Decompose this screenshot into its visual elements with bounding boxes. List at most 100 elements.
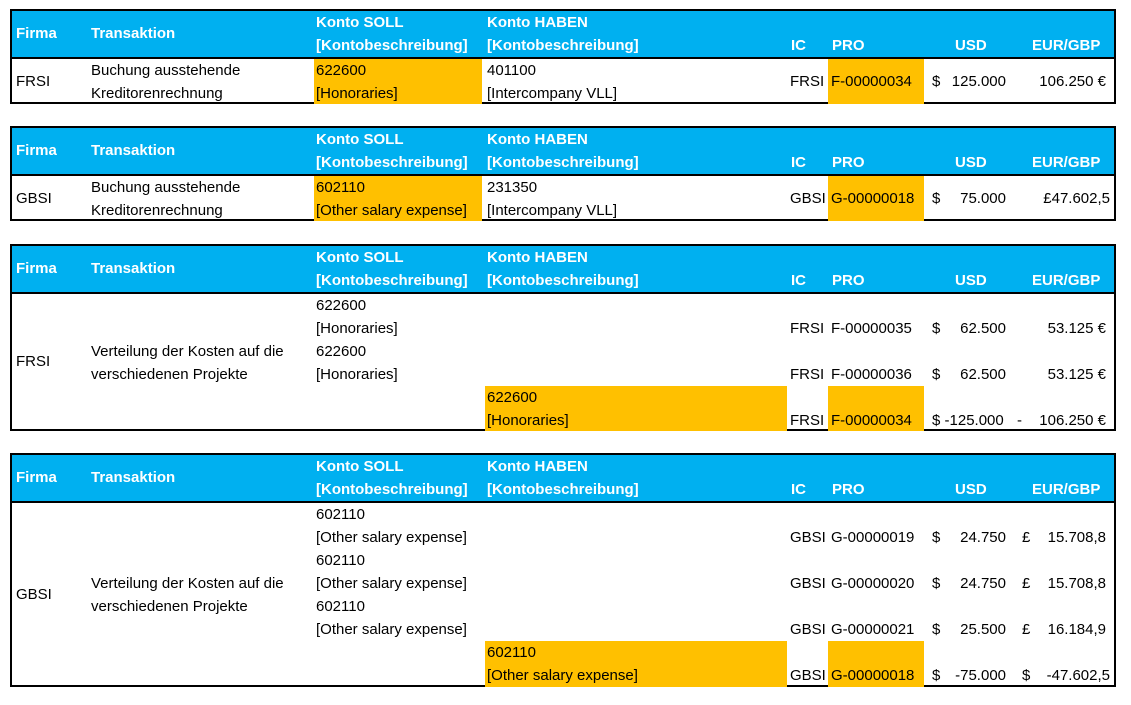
haben-description: [Honoraries] bbox=[487, 412, 569, 429]
usd-amount: -75.000 bbox=[955, 667, 1006, 684]
pro-cell: F-00000034 bbox=[831, 412, 912, 429]
usd-symbol: $ bbox=[932, 529, 941, 546]
ic-cell: GBSI bbox=[790, 667, 826, 684]
col-soll-desc: [Kontobeschreibung] bbox=[316, 481, 468, 498]
haben-account: 622600 bbox=[487, 389, 538, 406]
col-soll-desc: [Kontobeschreibung] bbox=[316, 37, 468, 54]
col-firma: Firma bbox=[16, 25, 57, 42]
col-soll: Konto SOLL bbox=[316, 458, 404, 475]
soll-description: [Honoraries] bbox=[316, 366, 398, 383]
usd-amount: 24.750 bbox=[960, 529, 1006, 546]
haben-highlight bbox=[485, 641, 787, 687]
table-header: Firma Transaktion Konto SOLL [Kontobesch… bbox=[12, 455, 1114, 501]
soll-highlight bbox=[314, 176, 482, 221]
pro-cell: F-00000034 bbox=[831, 73, 912, 90]
col-pro: PRO bbox=[832, 154, 865, 171]
haben-account: 401100 bbox=[487, 62, 536, 79]
soll-description: [Other salary expense] bbox=[316, 529, 467, 546]
usd-symbol: $ bbox=[932, 73, 941, 90]
col-haben: Konto HABEN bbox=[487, 249, 588, 266]
transaction-line1: Verteilung der Kosten auf die bbox=[91, 575, 284, 592]
soll-description: [Other salary expense] bbox=[316, 621, 467, 638]
ic-cell: FRSI bbox=[790, 366, 825, 383]
transaction-line2: Kreditorenrechnung bbox=[91, 85, 223, 102]
col-usd: USD bbox=[955, 154, 987, 171]
table-booking-frsi: Firma Transaktion Konto SOLL [Kontobesch… bbox=[10, 9, 1116, 104]
col-firma: Firma bbox=[16, 469, 57, 486]
usd-amount: $ -125.000 bbox=[932, 412, 1004, 429]
col-soll: Konto SOLL bbox=[316, 14, 404, 31]
haben-description: [Intercompany VLL] bbox=[487, 202, 618, 219]
haben-description: [Other salary expense] bbox=[487, 667, 638, 684]
haben-description: [Intercompany VLL] bbox=[487, 85, 618, 102]
col-firma: Firma bbox=[16, 260, 57, 277]
usd-symbol: $ bbox=[932, 575, 941, 592]
col-haben-desc: [Kontobeschreibung] bbox=[487, 272, 639, 289]
soll-description: [Honoraries] bbox=[316, 85, 398, 102]
ic-cell: GBSI bbox=[790, 529, 826, 546]
col-ic: IC bbox=[791, 481, 806, 498]
transaction-line2: verschiedenen Projekte bbox=[91, 598, 248, 615]
pro-highlight bbox=[828, 59, 924, 104]
col-usd: USD bbox=[955, 37, 987, 54]
col-soll-desc: [Kontobeschreibung] bbox=[316, 154, 468, 171]
col-eur: EUR/GBP bbox=[1032, 481, 1101, 498]
col-eur: EUR/GBP bbox=[1032, 272, 1101, 289]
soll-account: 622600 bbox=[316, 62, 367, 79]
col-ic: IC bbox=[791, 154, 806, 171]
table-distribution-gbsi: Firma Transaktion Konto SOLL [Kontobesch… bbox=[10, 453, 1116, 687]
col-transaktion: Transaktion bbox=[91, 142, 176, 159]
usd-amount: 24.750 bbox=[960, 575, 1006, 592]
gbp-symbol: £ bbox=[1022, 529, 1031, 546]
table-booking-gbsi: Firma Transaktion Konto SOLL [Kontobesch… bbox=[10, 126, 1116, 221]
col-ic: IC bbox=[791, 37, 806, 54]
soll-account: 602110 bbox=[316, 552, 365, 569]
col-eur: EUR/GBP bbox=[1032, 154, 1101, 171]
col-soll: Konto SOLL bbox=[316, 131, 404, 148]
ic-cell: GBSI bbox=[790, 190, 826, 207]
table-header: Firma Transaktion Konto SOLL [Kontobesch… bbox=[12, 246, 1114, 292]
col-haben-desc: [Kontobeschreibung] bbox=[487, 154, 639, 171]
currency-symbol: $ bbox=[1022, 667, 1031, 684]
transaction-line1: Buchung ausstehende bbox=[91, 179, 241, 196]
gbp-amount: 15.708,8 bbox=[1047, 575, 1106, 592]
usd-symbol: $ bbox=[932, 320, 941, 337]
soll-description: [Other salary expense] bbox=[316, 575, 467, 592]
transaction-line2: Kreditorenrechnung bbox=[91, 202, 223, 219]
haben-highlight bbox=[485, 386, 787, 431]
col-transaktion: Transaktion bbox=[91, 469, 176, 486]
usd-amount: 125.000 bbox=[951, 73, 1006, 90]
usd-amount: 25.500 bbox=[960, 621, 1006, 638]
firma-cell: GBSI bbox=[16, 586, 52, 603]
usd-symbol: $ bbox=[932, 366, 941, 383]
pro-cell: F-00000035 bbox=[831, 320, 912, 337]
pro-highlight bbox=[828, 386, 924, 431]
pro-cell: G-00000019 bbox=[831, 529, 915, 546]
soll-account: 622600 bbox=[316, 297, 367, 314]
soll-highlight bbox=[314, 59, 482, 104]
soll-description: [Other salary expense] bbox=[316, 202, 467, 219]
ic-cell: GBSI bbox=[790, 621, 826, 638]
pro-cell: G-00000021 bbox=[831, 621, 915, 638]
soll-account: 602110 bbox=[316, 506, 365, 523]
soll-account: 602110 bbox=[316, 598, 365, 615]
col-soll-desc: [Kontobeschreibung] bbox=[316, 272, 468, 289]
col-usd: USD bbox=[955, 272, 987, 289]
eur-dash: - bbox=[1017, 412, 1022, 429]
pro-highlight bbox=[828, 176, 924, 221]
soll-account: 602110 bbox=[316, 179, 365, 196]
ic-cell: FRSI bbox=[790, 73, 825, 90]
soll-account: 622600 bbox=[316, 343, 367, 360]
col-pro: PRO bbox=[832, 481, 865, 498]
gbp-amount: 15.708,8 bbox=[1047, 529, 1106, 546]
pro-cell: G-00000018 bbox=[831, 667, 915, 684]
transaction-line1: Buchung ausstehende bbox=[91, 62, 241, 79]
usd-amount: 75.000 bbox=[960, 190, 1006, 207]
pro-cell: G-00000018 bbox=[831, 190, 915, 207]
col-soll: Konto SOLL bbox=[316, 249, 404, 266]
haben-account: 231350 bbox=[487, 179, 538, 196]
usd-symbol: $ bbox=[932, 667, 941, 684]
haben-account: 602110 bbox=[487, 644, 536, 661]
pro-cell: F-00000036 bbox=[831, 366, 912, 383]
ic-cell: FRSI bbox=[790, 412, 825, 429]
